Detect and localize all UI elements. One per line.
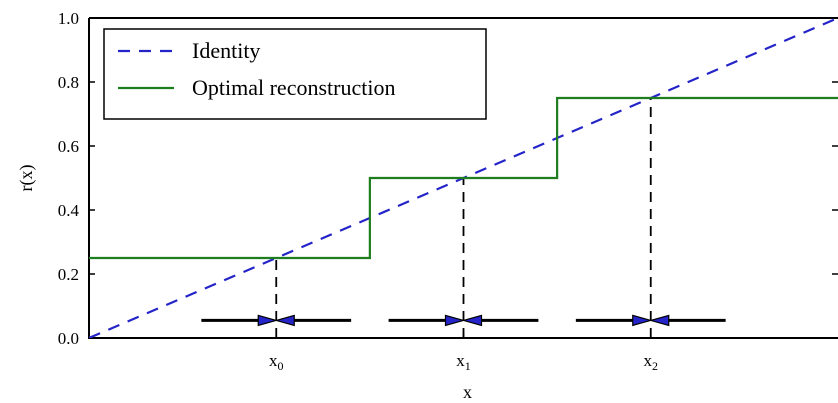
y-tick-label: 0.4 (58, 201, 80, 220)
convergence-arrow-head (461, 314, 483, 327)
x-axis-label: x (463, 382, 472, 402)
y-tick-label: 0.6 (58, 137, 79, 156)
x-tick-base: x (269, 351, 278, 370)
x-tick-base: x (456, 351, 465, 370)
legend-label: Optimal reconstruction (192, 75, 395, 100)
x-tick-label: x0 (269, 351, 284, 373)
legend-label: Identity (192, 38, 260, 63)
y-tick-label: 0.0 (58, 329, 79, 348)
y-tick-label: 1.0 (58, 9, 79, 28)
x-tick-base: x (644, 351, 653, 370)
convergence-arrow-head (444, 314, 466, 327)
x-tick-label: x1 (456, 351, 471, 373)
convergence-arrow-head (648, 314, 670, 327)
y-tick-label: 0.8 (58, 73, 79, 92)
y-axis-label: r(x) (16, 165, 37, 192)
x-tick-subscript: 0 (278, 359, 284, 373)
y-tick-label: 0.2 (58, 265, 79, 284)
x-tick-subscript: 1 (465, 359, 471, 373)
convergence-arrow-head (257, 314, 279, 327)
x-tick-label: x2 (644, 351, 659, 373)
x-tick-subscript: 2 (652, 359, 658, 373)
optimal-reconstruction-line (89, 96, 838, 260)
legend-box (103, 28, 487, 120)
convergence-arrow-head (632, 314, 653, 327)
convergence-arrow-head (274, 314, 295, 327)
